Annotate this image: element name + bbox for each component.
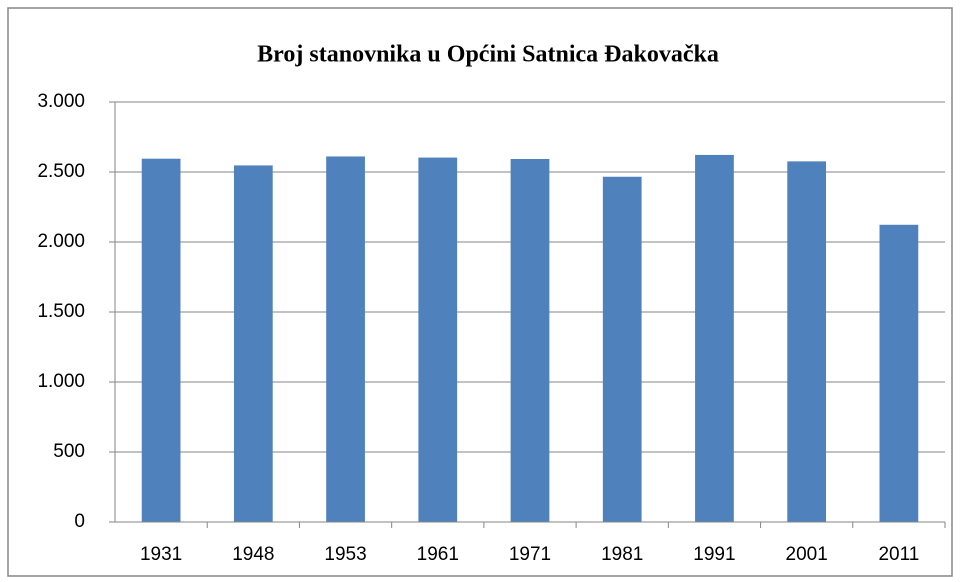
chart-title: Broj stanovnika u Općini Satnica Đakovač… — [257, 42, 719, 68]
x-tick-label: 1953 — [324, 544, 366, 565]
bar — [879, 224, 919, 522]
y-tick-label: 500 — [53, 441, 85, 462]
y-tick-label: 3.000 — [37, 91, 85, 112]
y-tick-label: 1.500 — [37, 301, 85, 322]
bar — [326, 156, 365, 522]
y-tick-label: 1.000 — [37, 371, 85, 392]
y-tick-label: 2.000 — [37, 231, 85, 252]
bar — [141, 158, 181, 522]
x-tick-label: 1931 — [140, 544, 182, 565]
y-tick-label: 0 — [74, 511, 85, 532]
y-tick-label: 2.500 — [37, 161, 85, 182]
x-tick-label: 1981 — [601, 544, 643, 565]
x-tick-label: 1948 — [232, 544, 274, 565]
bar — [787, 161, 827, 523]
bar — [695, 154, 734, 523]
bar — [602, 176, 642, 522]
bar — [418, 157, 458, 522]
x-tick-label: 1961 — [417, 544, 459, 565]
x-tick-label: 1991 — [693, 544, 735, 565]
x-tick-label: 1971 — [509, 544, 551, 565]
x-tick-label: 2011 — [878, 544, 919, 565]
bar — [233, 165, 273, 523]
bar — [510, 158, 550, 523]
x-tick-label: 2001 — [786, 544, 828, 565]
